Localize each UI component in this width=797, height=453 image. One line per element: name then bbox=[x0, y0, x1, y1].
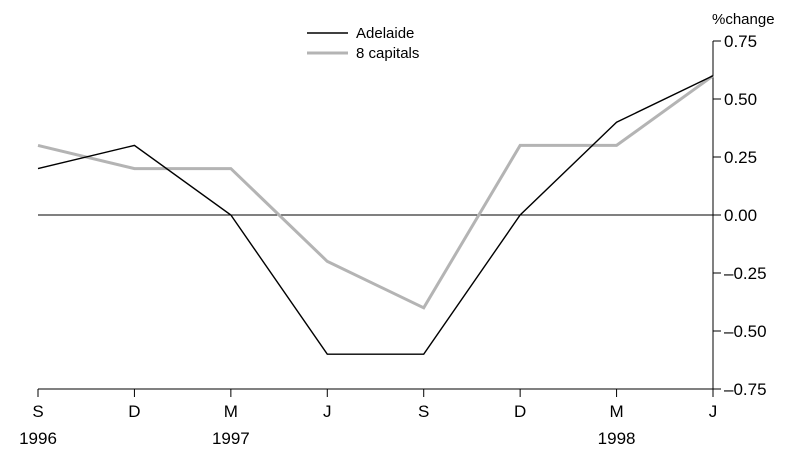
axes: S D M J S D M J 1996 1997 1998 0.75 0.50 0.25 0.00 –0.2… bbox=[19, 32, 766, 448]
legend: Adelaide 8 capitals bbox=[307, 25, 419, 62]
y-tick-label: 0.00 bbox=[724, 206, 757, 225]
x-tick-label: S bbox=[418, 402, 429, 421]
y-tick-label: 0.50 bbox=[724, 90, 757, 109]
x-tick-label: M bbox=[224, 402, 238, 421]
series-layer bbox=[37, 74, 714, 355]
y-tick-label: –0.50 bbox=[724, 322, 767, 341]
series-line-adelaide bbox=[37, 75, 714, 355]
x-tick-label: J bbox=[323, 402, 332, 421]
x-year-label: 1996 bbox=[19, 429, 57, 448]
legend-label: Adelaide bbox=[356, 25, 414, 42]
y-tick-label: –0.75 bbox=[724, 380, 767, 399]
x-year-label: 1997 bbox=[212, 429, 250, 448]
y-tick-label: 0.75 bbox=[724, 32, 757, 51]
legend-label: 8 capitals bbox=[356, 45, 419, 62]
x-tick-label: D bbox=[514, 402, 526, 421]
series-line-8-capitals bbox=[37, 74, 714, 310]
y-tick-label: 0.25 bbox=[724, 148, 757, 167]
x-year-label: 1998 bbox=[598, 429, 636, 448]
y-tick-label: –0.25 bbox=[724, 264, 767, 283]
x-tick-label: J bbox=[709, 402, 718, 421]
x-tick-label: D bbox=[128, 402, 140, 421]
x-tick-label: S bbox=[32, 402, 43, 421]
x-tick-label: M bbox=[609, 402, 623, 421]
y-axis-unit-label: %change bbox=[712, 11, 775, 28]
